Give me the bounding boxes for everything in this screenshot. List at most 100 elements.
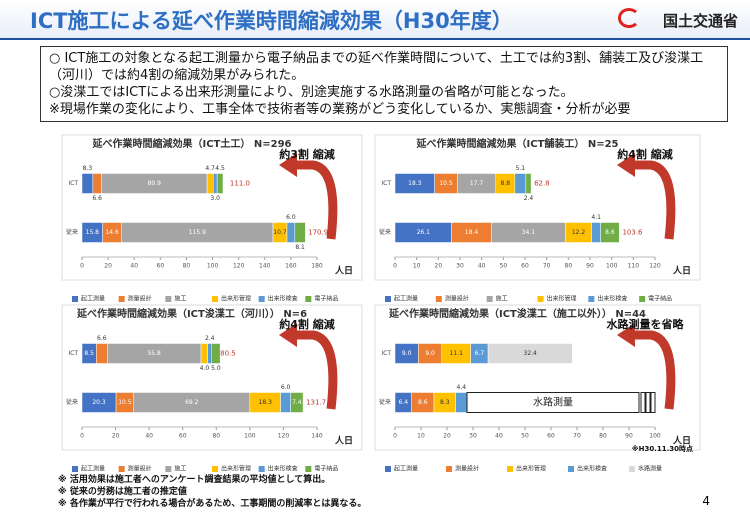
x-tick-label: 90: [625, 433, 633, 440]
x-tick-label: 80: [212, 433, 220, 440]
bar-segment: [96, 343, 108, 364]
legend-label: 出来形検査: [577, 465, 607, 473]
x-tick-label: 100: [207, 263, 219, 270]
chart-title: 延べ作業時間縮減効果（ICT土工） N=296: [92, 137, 292, 150]
legend-swatch: [446, 466, 452, 472]
legend-swatch: [212, 296, 218, 302]
value-label: 10.5: [118, 399, 132, 406]
value-label: 8.5: [84, 350, 94, 357]
total-label: 62.8: [534, 180, 550, 188]
annotation: 約4割 縮減: [279, 317, 334, 331]
value-label: 10.5: [439, 180, 453, 187]
x-tick-label: 40: [495, 433, 503, 440]
value-label: 18.3: [259, 399, 273, 406]
legend-swatch: [258, 296, 265, 302]
legend-label: 測量設計: [445, 295, 469, 303]
box-piece: [645, 392, 651, 413]
bar-segment: [290, 392, 304, 413]
legend-swatch: [629, 466, 635, 472]
value-label: 5.0: [211, 365, 221, 372]
value-label: 15.8: [86, 229, 100, 236]
x-tick-label: 80: [599, 433, 607, 440]
y-tick-label: ICT: [68, 350, 78, 357]
value-label: 4.1: [591, 214, 601, 221]
note: ※ 従来の労務は施工者の推定値: [58, 487, 187, 497]
value-label: 34.1: [522, 229, 536, 236]
bullet: ※現場作業の変化により、工事全体で技術者等の業務がどう変化しているか、実態調査・…: [49, 102, 631, 117]
value-label: 32.4: [524, 350, 538, 357]
slide-title: ICT施工による延べ作業時間縮減効果（H30年度）: [30, 9, 513, 33]
x-tick-label: 100: [244, 433, 256, 440]
x-tick-label: 180: [311, 263, 323, 270]
legend-swatch: [385, 296, 391, 302]
x-tick-label: 140: [311, 433, 323, 440]
legend-label: 起工測量: [81, 295, 105, 303]
value-label: 4.5: [215, 165, 225, 172]
footnote: ※H30.11.30時点: [632, 444, 693, 453]
y-tick-label: 従来: [379, 228, 391, 236]
value-label: 4.7: [205, 165, 215, 172]
x-tick-label: 100: [606, 263, 618, 270]
note: ※ 活用効果は施工者へのアンケート調査結果の平均値として算出。: [58, 475, 331, 485]
legend-label: 起工測量: [394, 295, 418, 303]
arrow: [295, 330, 338, 410]
legend-label: 施工: [496, 295, 508, 303]
box-label: 水路測量: [533, 396, 573, 409]
x-tick-label: 110: [628, 263, 640, 270]
notes: ※ 活用効果は施工者へのアンケート調査結果の平均値として算出。 ※ 従来の労務は…: [58, 474, 366, 510]
x-tick-label: 60: [547, 433, 555, 440]
bullet: ○浚渫工ではICTによる出来形測量により、別途実施する水路測量の省略が可能となっ…: [49, 85, 574, 100]
value-label: 8.1: [295, 244, 305, 251]
x-tick-label: 120: [649, 263, 661, 270]
bar-segment: [455, 392, 468, 413]
legend-swatch: [486, 296, 493, 302]
x-tick-label: 30: [469, 433, 477, 440]
x-tick-label: 140: [259, 263, 271, 270]
annotation: 水路測量を省略: [607, 317, 685, 331]
logo: 国土交通省: [662, 12, 738, 30]
x-tick-label: 40: [478, 263, 486, 270]
panel: [374, 134, 701, 281]
legend-label: 起工測量: [81, 465, 105, 473]
value-label: 18.3: [408, 180, 422, 187]
x-tick-label: 30: [456, 263, 464, 270]
value-label: 80.9: [148, 180, 162, 187]
x-tick-label: 20: [443, 433, 451, 440]
bar-segment: [211, 343, 221, 364]
value-label: 8.6: [418, 399, 428, 406]
legend-label: 施工: [174, 465, 186, 473]
value-label: 6.0: [281, 384, 291, 391]
value-label: 9.0: [402, 350, 412, 357]
x-tick-label: 0: [80, 433, 84, 440]
box: [466, 392, 640, 413]
y-tick-label: 従来: [66, 398, 78, 406]
value-label: 8.6: [605, 229, 615, 236]
x-tick-label: 10: [413, 263, 421, 270]
value-label: 20.3: [92, 399, 106, 406]
x-tick-label: 20: [435, 263, 443, 270]
value-label: 18.4: [465, 229, 479, 236]
value-label: 6.6: [92, 195, 102, 202]
legend-label: 測量設計: [128, 465, 152, 473]
legend-label: 出来形検査: [597, 295, 627, 303]
bar-segment: [92, 173, 102, 194]
x-tick-label: 70: [543, 263, 551, 270]
x-tick-label: 90: [586, 263, 594, 270]
legend-label: 水路測量: [638, 465, 662, 473]
value-label: 12.2: [572, 229, 586, 236]
x-tick-label: 100: [649, 433, 661, 440]
y-tick-label: ICT: [68, 180, 78, 187]
legend-swatch: [72, 466, 78, 472]
bar-segment: [216, 173, 224, 194]
legend-label: 施工: [174, 295, 186, 303]
annotation: 約3割 縮減: [279, 147, 334, 161]
legend-swatch: [537, 296, 544, 302]
legend-swatch: [165, 296, 172, 302]
legend-swatch: [568, 466, 574, 472]
total-label: 170.9: [308, 229, 328, 237]
x-axis-label: 人日: [672, 265, 691, 277]
value-label: 55.8: [147, 350, 161, 357]
value-label: 2.4: [524, 195, 534, 202]
value-label: 10.7: [273, 229, 287, 236]
